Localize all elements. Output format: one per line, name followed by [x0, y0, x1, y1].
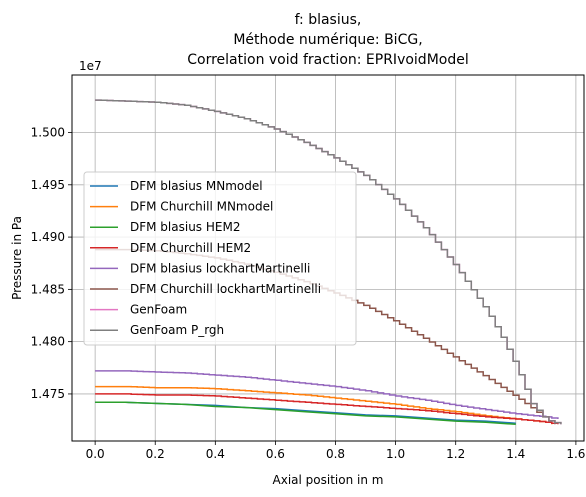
legend-entry: GenFoam P_rgh [130, 323, 224, 337]
x-tick-label: 0.2 [146, 447, 165, 461]
legend-entry: DFM blasius lockhartMartinelli [130, 261, 310, 275]
series-line-7 [95, 99, 562, 425]
y-ticks: 1.475 1.480 1.485 1.490 1.495 1.500 [31, 126, 72, 401]
y-tick-label: 1.490 [31, 230, 65, 244]
plot-frame [71, 74, 585, 442]
chart-title-line-2: Méthode numérique: BiCG, [233, 32, 422, 48]
x-tick-label: 1.6 [566, 447, 585, 461]
y-tick-label: 1.500 [31, 126, 65, 140]
legend: DFM blasius MNmodel DFM Churchill MNmodel… [83, 171, 357, 346]
x-axis-label: Axial position in m [273, 473, 384, 487]
legend-entry: DFM blasius HEM2 [130, 220, 240, 234]
x-tick-label: 0.4 [206, 447, 225, 461]
x-tick-label: 1.0 [386, 447, 405, 461]
y-tick-label: 1.475 [31, 387, 65, 401]
x-tick-label: 1.2 [446, 447, 465, 461]
y-tick-label: 1.495 [31, 178, 65, 192]
legend-entry: DFM Churchill HEM2 [130, 241, 251, 255]
legend-entry: GenFoam [130, 303, 187, 317]
legend-entry: DFM blasius MNmodel [130, 179, 263, 193]
series-line-1 [95, 385, 553, 425]
legend-entry: DFM Churchill lockhartMartinelli [130, 282, 321, 296]
y-tick-label: 1.480 [31, 335, 65, 349]
y-axis-label: Pressure in Pa [10, 216, 24, 300]
chart-title-line-1: f: blasius, [295, 12, 362, 28]
x-ticks: 0.0 0.2 0.4 0.6 0.8 1.0 1.2 1.4 1.6 [86, 441, 585, 461]
x-tick-label: 0.6 [266, 447, 285, 461]
series-line-3 [95, 393, 559, 425]
x-tick-label: 0.8 [326, 447, 345, 461]
x-tick-label: 1.4 [506, 447, 525, 461]
legend-box [83, 171, 357, 346]
series-line-4 [95, 370, 559, 419]
y-offset-label: 1e7 [79, 59, 102, 73]
legend-entry: DFM Churchill MNmodel [130, 200, 273, 214]
x-tick-label: 0.0 [86, 447, 105, 461]
y-tick-label: 1.485 [31, 282, 65, 296]
chart-title-line-3: Correlation void fraction: EPRIvoidModel [187, 52, 468, 68]
series-line-2 [95, 401, 516, 426]
